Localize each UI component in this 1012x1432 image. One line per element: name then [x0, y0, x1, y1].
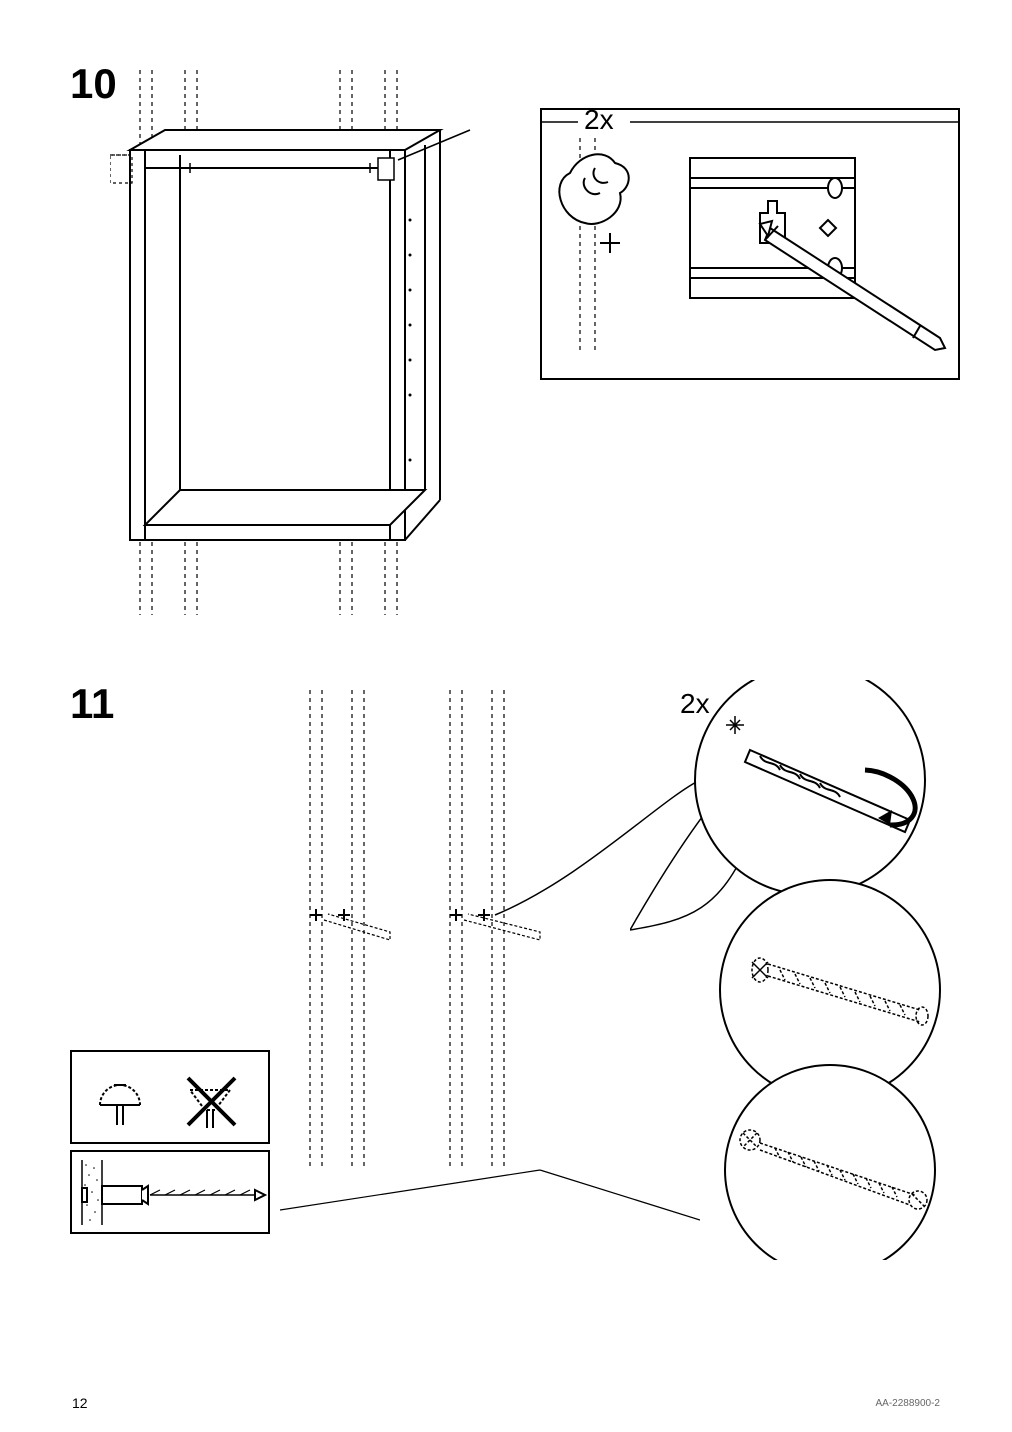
step-number-11: 11: [70, 680, 114, 728]
step11-count-label: 2x: [680, 688, 710, 720]
step10-count-label: 2x: [584, 104, 614, 136]
instruction-page: 10: [0, 0, 1012, 1432]
page-number: 12: [72, 1395, 88, 1411]
document-code: AA-2288900-2: [876, 1398, 941, 1409]
step10-detail-box: [540, 108, 960, 388]
step11-screw-head-box: [70, 1050, 270, 1145]
step11-detail-bubbles: [630, 680, 970, 1260]
step10-cabinet-diagram: [110, 60, 510, 620]
step11-wall-type-box: [70, 1150, 270, 1235]
